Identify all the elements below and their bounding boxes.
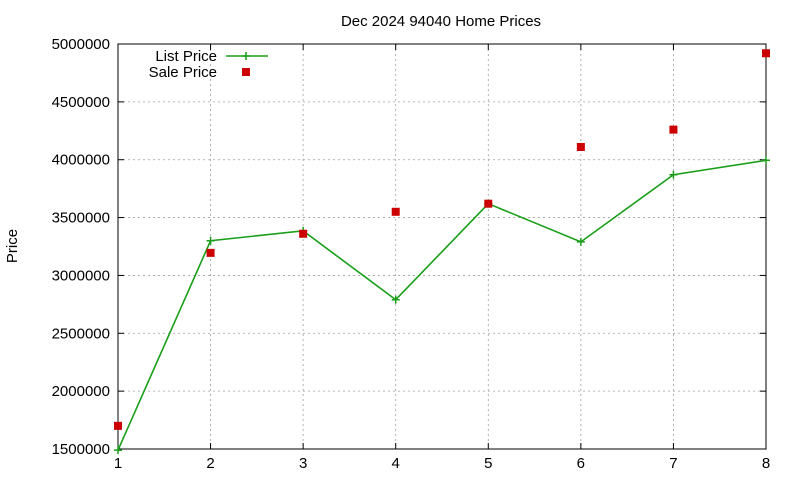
x-tick-label: 4 bbox=[392, 455, 400, 472]
x-tick-label: 3 bbox=[299, 455, 307, 472]
sale-price-point bbox=[391, 207, 400, 216]
x-tick-label: 8 bbox=[762, 455, 770, 472]
sale-price-point bbox=[114, 421, 122, 430]
y-tick-label: 1500000 bbox=[52, 441, 110, 458]
data-series bbox=[114, 49, 770, 455]
y-tick-label: 5000000 bbox=[52, 36, 110, 53]
sale-price-point bbox=[669, 125, 678, 134]
x-tick-label: 6 bbox=[577, 455, 585, 472]
sale-price-point bbox=[484, 199, 493, 208]
sale-price-point bbox=[576, 142, 585, 151]
y-axis-label: Price bbox=[4, 229, 21, 263]
y-tick-label: 3500000 bbox=[52, 210, 110, 227]
axis-ticks: 1500000 2000000 2500000 3000000 3500000 40000… bbox=[52, 36, 771, 472]
list-price-point bbox=[206, 236, 215, 245]
y-tick-label: 2000000 bbox=[52, 383, 110, 400]
plot-frame bbox=[117, 43, 767, 450]
legend-marker-sale-price bbox=[242, 68, 250, 76]
list-price-point bbox=[669, 170, 678, 179]
y-tick-label: 4000000 bbox=[52, 152, 110, 169]
chart-title: Dec 2024 94040 Home Prices bbox=[341, 13, 541, 30]
x-tick-label: 1 bbox=[114, 455, 122, 472]
plot-border bbox=[117, 43, 767, 450]
legend-label-sale-price: Sale Price bbox=[149, 64, 217, 81]
list-price-point bbox=[391, 295, 400, 304]
y-tick-label: 2500000 bbox=[52, 325, 110, 342]
list-price-point bbox=[576, 237, 585, 246]
sale-price-point bbox=[206, 248, 215, 257]
x-tick-label: 7 bbox=[669, 455, 677, 472]
y-tick-label: 3000000 bbox=[52, 267, 110, 284]
sale-price-point bbox=[762, 49, 770, 58]
y-tick-label: 4500000 bbox=[52, 94, 110, 111]
x-tick-label: 5 bbox=[484, 455, 492, 472]
list-price-point bbox=[762, 156, 770, 165]
legend-label-list-price: List Price bbox=[155, 48, 217, 65]
list-price-point bbox=[114, 446, 122, 455]
legend-marker-list-price bbox=[242, 52, 250, 60]
x-tick-label: 2 bbox=[206, 455, 214, 472]
list-price-line bbox=[117, 159, 767, 451]
sale-price-point bbox=[299, 229, 308, 238]
grid-lines bbox=[118, 44, 766, 449]
